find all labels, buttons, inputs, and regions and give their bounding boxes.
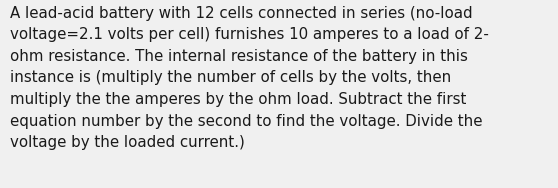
Text: A lead-acid battery with 12 cells connected in series (no-load
voltage=2.1 volts: A lead-acid battery with 12 cells connec… (10, 6, 489, 150)
